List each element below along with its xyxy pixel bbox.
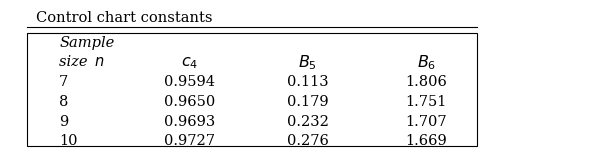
Text: 1.669: 1.669 bbox=[406, 134, 447, 148]
Text: $c_{4}$: $c_{4}$ bbox=[181, 54, 198, 71]
Text: 0.9650: 0.9650 bbox=[164, 95, 215, 109]
Text: Control chart constants: Control chart constants bbox=[36, 11, 212, 25]
Text: 0.179: 0.179 bbox=[287, 95, 329, 109]
Text: 0.9727: 0.9727 bbox=[164, 134, 215, 148]
Text: 1.806: 1.806 bbox=[406, 75, 447, 89]
Text: size: size bbox=[59, 55, 92, 69]
Text: 0.232: 0.232 bbox=[287, 115, 329, 129]
Text: $B_{5}$: $B_{5}$ bbox=[298, 53, 317, 72]
Text: $B_{6}$: $B_{6}$ bbox=[417, 53, 436, 72]
Text: 10: 10 bbox=[59, 134, 78, 148]
Text: 1.751: 1.751 bbox=[406, 95, 447, 109]
Text: 9: 9 bbox=[59, 115, 69, 129]
Text: 0.276: 0.276 bbox=[287, 134, 329, 148]
Text: 8: 8 bbox=[59, 95, 69, 109]
Text: 0.113: 0.113 bbox=[287, 75, 329, 89]
Text: 7: 7 bbox=[59, 75, 69, 89]
Text: 1.707: 1.707 bbox=[406, 115, 447, 129]
Text: $n$: $n$ bbox=[94, 55, 104, 69]
Bar bbox=[27, 33, 477, 146]
Text: 0.9594: 0.9594 bbox=[164, 75, 215, 89]
Text: 0.9693: 0.9693 bbox=[164, 115, 215, 129]
Text: Sample: Sample bbox=[59, 36, 114, 50]
